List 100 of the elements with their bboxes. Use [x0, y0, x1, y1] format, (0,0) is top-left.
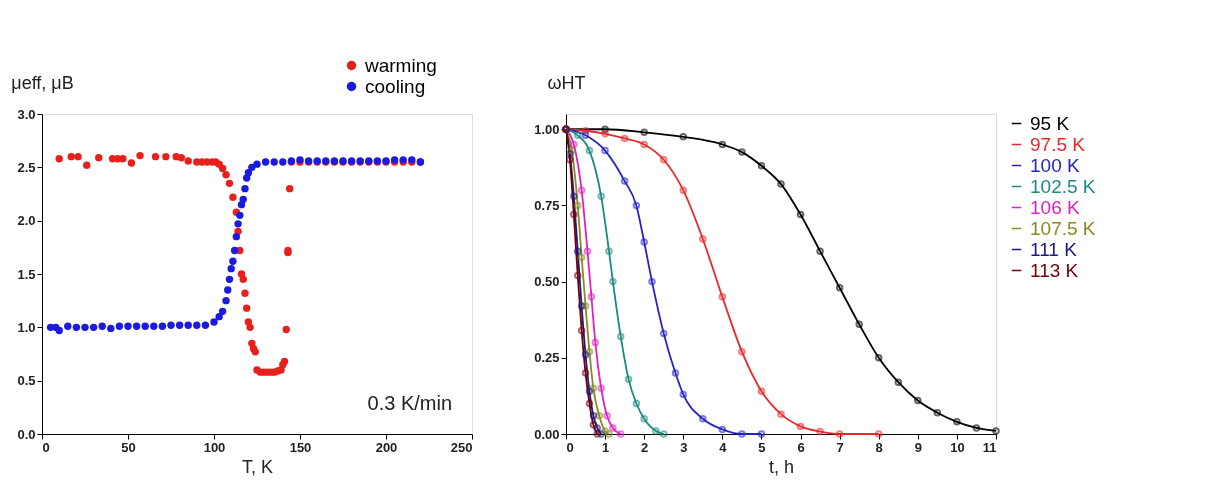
point	[583, 247, 592, 255]
x-tick-label: 5	[758, 439, 766, 455]
y-tick-label: 2.5	[17, 159, 36, 175]
point	[570, 192, 578, 201]
legend-label: 102.5 K	[1030, 175, 1096, 197]
point	[175, 321, 184, 329]
point	[972, 424, 981, 432]
point	[796, 422, 805, 431]
point	[648, 277, 656, 286]
y-axis-title: μeff, μB	[11, 72, 74, 93]
point	[671, 369, 680, 377]
point	[933, 408, 942, 417]
y-tick-label: 0.25	[534, 350, 560, 366]
point	[89, 323, 98, 332]
legend-label: 100 K	[1030, 154, 1080, 176]
point	[589, 411, 598, 420]
y-tick-label: 1.5	[17, 266, 36, 282]
point	[835, 283, 844, 292]
point	[566, 155, 574, 164]
point	[141, 322, 149, 330]
legend-label: 95 K	[1030, 112, 1070, 134]
x-tick-label: 100	[203, 439, 226, 455]
point	[227, 264, 235, 273]
point	[679, 133, 688, 141]
point	[150, 322, 158, 330]
point	[699, 415, 707, 423]
point	[816, 247, 824, 255]
point	[591, 338, 600, 347]
point	[718, 293, 727, 301]
point	[232, 232, 241, 241]
point	[581, 369, 590, 377]
point	[757, 387, 766, 396]
point	[132, 322, 141, 330]
point	[601, 130, 609, 138]
point	[589, 421, 598, 429]
point	[218, 307, 227, 316]
point	[874, 354, 883, 362]
x-tick-label: 9	[914, 439, 922, 455]
point	[609, 277, 617, 286]
x-tick-label: 7	[836, 439, 844, 455]
point	[115, 322, 124, 330]
point	[738, 148, 746, 156]
point	[640, 128, 648, 137]
point	[230, 246, 239, 255]
y-tick-label: 0.00	[534, 426, 560, 442]
point	[585, 399, 594, 408]
point	[215, 312, 223, 321]
y-tick-label: 0.75	[534, 197, 560, 213]
point	[652, 427, 660, 435]
point	[659, 329, 668, 338]
point	[234, 220, 242, 228]
x-tick-label: 200	[375, 439, 398, 455]
x-tick-label: 11	[982, 439, 997, 455]
legend-label: 111 K	[1030, 238, 1078, 260]
point	[64, 322, 72, 330]
point	[225, 275, 234, 284]
point	[573, 247, 582, 255]
point	[757, 162, 766, 170]
legend-label: 106 K	[1030, 196, 1080, 218]
point	[659, 155, 668, 164]
point	[279, 158, 287, 166]
point	[679, 390, 688, 399]
point	[597, 384, 605, 393]
point	[124, 322, 132, 330]
legend-label: 113 K	[1030, 259, 1079, 281]
point	[738, 347, 746, 356]
point	[224, 286, 232, 294]
y-tick-label: 0.0	[17, 426, 36, 442]
point	[616, 332, 625, 341]
point	[632, 399, 641, 408]
point	[914, 396, 922, 405]
annotation: 0.3 K/min	[367, 392, 452, 414]
point	[222, 296, 230, 305]
x-tick-label: 0	[42, 439, 50, 455]
x-tick-label: 6	[797, 439, 805, 455]
x-tick-label: 4	[719, 439, 728, 455]
point	[855, 320, 863, 329]
point	[796, 210, 805, 219]
point	[573, 271, 582, 280]
point	[738, 430, 746, 438]
y-tick-label: 1.00	[534, 121, 560, 137]
point	[210, 318, 218, 326]
point	[585, 387, 594, 396]
y-axis-title: ωHT	[547, 72, 586, 93]
point	[777, 410, 785, 418]
point	[581, 351, 590, 359]
point	[236, 211, 244, 220]
point	[609, 424, 617, 432]
point	[239, 195, 247, 204]
point	[167, 321, 175, 329]
point	[570, 210, 578, 219]
x-axis-title: t, h	[768, 456, 795, 477]
point	[620, 134, 629, 143]
point	[597, 192, 605, 201]
point	[573, 201, 582, 210]
x-tick-label: 250	[450, 439, 473, 455]
x-axis-title: T, K	[241, 456, 274, 477]
point	[201, 321, 210, 329]
legend-label: 97.5 K	[1030, 133, 1086, 155]
point	[603, 411, 611, 420]
